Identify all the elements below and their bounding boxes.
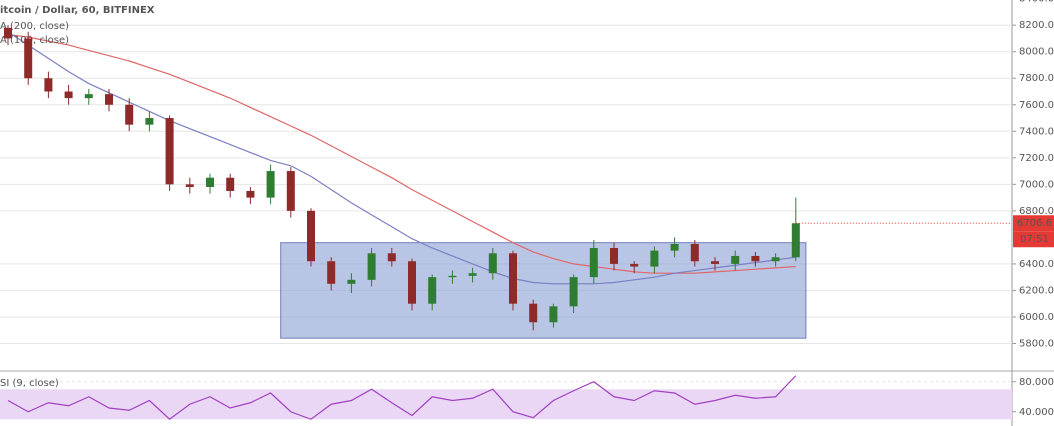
candle-body [44,78,53,92]
candle-body [468,273,477,276]
y-tick-label: 7200.0 [1019,153,1054,164]
candle-body [731,255,740,264]
range-box [280,242,807,339]
candle-body [165,118,174,185]
candle-body [246,190,255,198]
candle-body [185,184,194,187]
candle-body [428,277,437,304]
candle-body [408,261,416,304]
y-tick-label: 8200.0 [1019,20,1054,31]
y-tick-label: 8400.0 [1019,0,1054,5]
y-tick-label: 5800.0 [1019,338,1054,349]
candle-body [307,210,315,262]
candle-body [367,253,376,280]
y-tick-label: 7000.0 [1019,179,1054,190]
candle-body [286,171,295,211]
candle-body [690,244,699,262]
candle-body [630,263,639,267]
candle-body [387,253,396,262]
candle-body [125,104,134,125]
y-tick-label: 8000.0 [1019,47,1054,58]
rsi-title: SI (9, close) [0,378,59,389]
legend-entry: A (200, close) [0,21,69,32]
candle-body [569,277,578,307]
candle-body [145,118,154,125]
candle-body [650,250,659,267]
candle-body [105,94,113,105]
candle-body [509,253,517,304]
moving-average [7,33,796,274]
countdown-box [1013,231,1054,248]
candle-body [266,171,275,198]
candle-body [327,261,336,284]
y-tick-label: 7800.0 [1019,73,1054,84]
y-tick-label: 6200.0 [1019,285,1054,296]
candle-body [751,255,760,262]
candle-body [670,244,679,251]
rsi-line [7,375,797,421]
candle-body [711,261,719,264]
candle-body [589,247,598,278]
chart-title: itcoin / Dollar, 60, BITFINEX [0,5,155,16]
y-tick-label: 6000.0 [1019,312,1054,323]
candle-body [84,94,93,99]
candle-body [448,275,457,278]
y-tick-label: 6800.0 [1019,206,1054,217]
last-price-box [1013,215,1054,232]
candle-body [347,279,356,284]
moving-average [7,31,796,285]
y-tick-label: 80.0000 [1019,377,1054,388]
countdown-label: 07:51 [1020,234,1049,245]
candle-body [206,177,214,187]
y-tick-label: 6400.0 [1019,259,1054,270]
candle-body [64,91,73,99]
candle-body [226,177,235,191]
candle-body [549,306,558,323]
candle-body [791,223,800,258]
last-price-label: 6706.6 [1017,218,1052,229]
legend-entry: A (100, close) [0,35,69,46]
y-tick-label: 40.0000 [1019,407,1054,418]
candle-body [488,253,497,274]
y-tick-label: 7600.0 [1019,100,1054,111]
y-tick-label: 7400.0 [1019,126,1054,137]
candle-body [24,38,33,79]
candle-body [529,303,538,323]
candle-body [610,247,618,264]
candle-body [4,27,12,39]
candle-body [771,257,780,262]
